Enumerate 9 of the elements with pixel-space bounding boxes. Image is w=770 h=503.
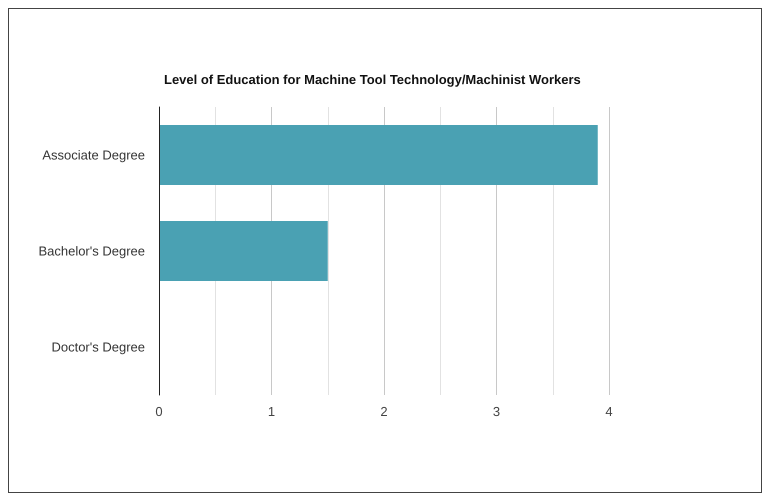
x-tick-label: 4	[605, 404, 613, 419]
x-tick-label: 0	[155, 404, 163, 419]
x-tick-label: 3	[492, 404, 500, 419]
x-tick-label: 2	[380, 404, 388, 419]
y-tick-label: Associate Degree	[42, 148, 145, 162]
y-tick-label: Bachelor's Degree	[38, 244, 145, 258]
x-tick-label: 1	[268, 404, 276, 419]
y-tick-label: Doctor's Degree	[51, 340, 145, 354]
chart-title: Level of Education for Machine Tool Technology/Machinist Workers	[164, 72, 581, 87]
